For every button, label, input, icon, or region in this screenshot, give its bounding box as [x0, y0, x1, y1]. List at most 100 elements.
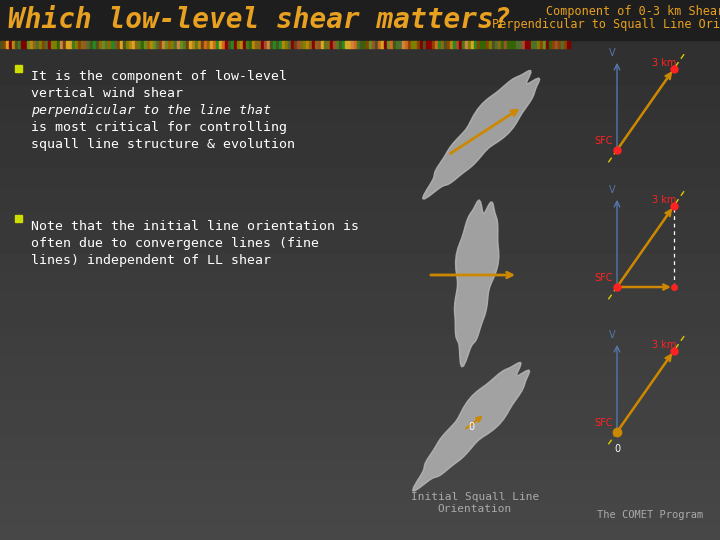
Text: 3 km: 3 km — [652, 195, 676, 205]
Bar — [387, 41, 390, 48]
Bar — [30, 41, 33, 48]
Text: V: V — [608, 48, 616, 58]
Bar — [240, 41, 243, 48]
Bar — [201, 41, 204, 48]
Bar — [165, 41, 168, 48]
Bar — [51, 41, 54, 48]
Bar — [552, 41, 555, 48]
Bar — [438, 41, 441, 48]
Bar — [324, 41, 327, 48]
Bar — [543, 41, 546, 48]
Bar — [105, 41, 108, 48]
Bar — [309, 41, 312, 48]
Text: 0: 0 — [468, 422, 474, 432]
Bar — [255, 41, 258, 48]
Polygon shape — [423, 70, 540, 199]
Bar — [132, 41, 135, 48]
Bar — [369, 41, 372, 48]
Bar — [0, 0, 720, 40]
Bar — [42, 41, 45, 48]
Text: 3 km: 3 km — [652, 58, 676, 68]
Bar — [264, 41, 267, 48]
Bar — [312, 41, 315, 48]
Bar — [315, 41, 318, 48]
Bar — [456, 41, 459, 48]
Text: is most critical for controlling: is most critical for controlling — [31, 121, 287, 134]
Bar — [126, 41, 129, 48]
Bar — [561, 41, 564, 48]
Bar — [375, 41, 378, 48]
Bar — [297, 41, 300, 48]
Bar — [366, 41, 369, 48]
Bar — [9, 41, 12, 48]
Text: SFC: SFC — [595, 273, 613, 283]
Bar — [546, 41, 549, 48]
Bar — [294, 41, 297, 48]
Bar — [279, 41, 282, 48]
Bar — [453, 41, 456, 48]
Bar — [441, 41, 444, 48]
Text: perpendicular to the line that: perpendicular to the line that — [31, 104, 271, 117]
Bar — [192, 41, 195, 48]
Bar — [246, 41, 249, 48]
Text: Note that the initial line orientation is: Note that the initial line orientation i… — [31, 220, 359, 233]
Bar — [444, 41, 447, 48]
Bar — [261, 41, 264, 48]
Bar — [198, 41, 201, 48]
Bar — [99, 41, 102, 48]
Bar — [525, 41, 528, 48]
Bar — [429, 41, 432, 48]
Bar — [270, 41, 273, 48]
Bar — [426, 41, 429, 48]
Bar — [54, 41, 57, 48]
Bar — [12, 41, 15, 48]
Polygon shape — [413, 362, 530, 491]
Bar — [291, 41, 294, 48]
Bar — [150, 41, 153, 48]
Bar — [111, 41, 114, 48]
Bar — [354, 41, 357, 48]
Bar — [252, 41, 255, 48]
Bar — [321, 41, 324, 48]
Text: V: V — [608, 185, 616, 195]
Bar — [468, 41, 471, 48]
Bar — [87, 41, 90, 48]
Bar — [96, 41, 99, 48]
Bar — [228, 41, 231, 48]
Text: The COMET Program: The COMET Program — [597, 510, 703, 520]
Bar — [327, 41, 330, 48]
Bar — [351, 41, 354, 48]
Text: vertical wind shear: vertical wind shear — [31, 87, 183, 100]
Bar — [75, 41, 78, 48]
Bar — [300, 41, 303, 48]
Bar — [123, 41, 126, 48]
Bar — [363, 41, 366, 48]
Bar — [486, 41, 489, 48]
Bar — [180, 41, 183, 48]
Bar — [243, 41, 246, 48]
Bar — [381, 41, 384, 48]
Bar — [60, 41, 63, 48]
Bar — [558, 41, 561, 48]
Bar — [303, 41, 306, 48]
Bar — [519, 41, 522, 48]
Bar — [177, 41, 180, 48]
Text: Which low-level shear matters?: Which low-level shear matters? — [8, 6, 510, 34]
Bar — [390, 41, 393, 48]
Bar — [258, 41, 261, 48]
Bar — [72, 41, 75, 48]
Bar — [288, 41, 291, 48]
Bar — [267, 41, 270, 48]
Bar — [537, 41, 540, 48]
Bar — [528, 41, 531, 48]
Bar — [396, 41, 399, 48]
Polygon shape — [454, 200, 499, 367]
Text: 0: 0 — [614, 444, 620, 454]
Bar — [360, 41, 363, 48]
Bar — [489, 41, 492, 48]
Bar — [33, 41, 36, 48]
Bar — [531, 41, 534, 48]
Bar — [231, 41, 234, 48]
Bar — [147, 41, 150, 48]
Text: V: V — [608, 330, 616, 340]
